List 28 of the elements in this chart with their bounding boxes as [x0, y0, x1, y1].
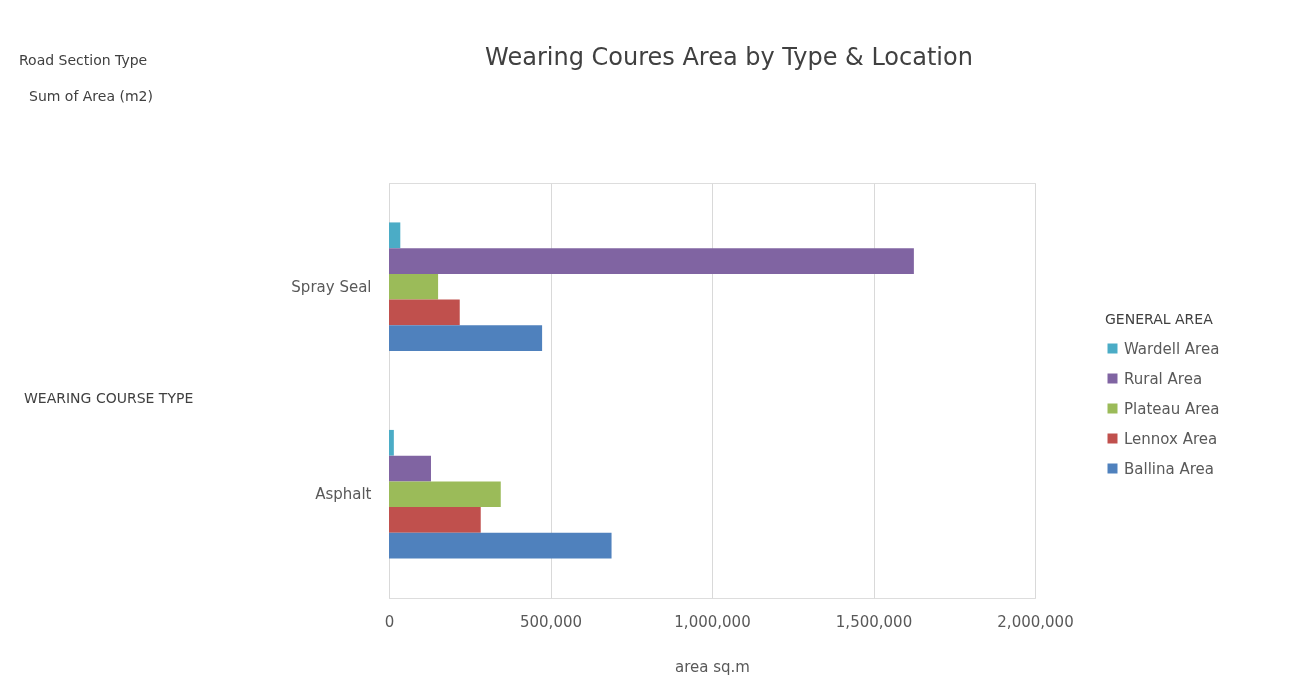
legend-label: Plateau Area [1124, 399, 1220, 418]
bar [389, 532, 612, 559]
x-tick-label: 500,000 [519, 612, 583, 631]
x-tick-label: 2,000,000 [997, 612, 1074, 631]
x-tick-label: 1,500,000 [835, 612, 913, 631]
bar [389, 222, 401, 249]
y-tick-label: Spray Seal [291, 277, 372, 296]
legend-label: Wardell Area [1124, 339, 1220, 358]
bar [389, 299, 460, 326]
text: WEARING COURSE TYPE [24, 390, 194, 406]
legend-title: GENERAL AREA [1105, 311, 1214, 327]
y-tick-label: Asphalt [315, 485, 372, 504]
legend-label: Lennox Area [1124, 429, 1218, 448]
legend-label: Rural Area [1124, 369, 1203, 388]
x-axis-title: area sq.m [675, 657, 750, 676]
x-tick-label: 1,000,000 [674, 612, 751, 631]
bar [389, 273, 439, 300]
chart-title: Wearing Coures Area by Type & Location [485, 43, 973, 71]
bar [389, 481, 501, 508]
bar [389, 325, 543, 352]
bar [389, 429, 394, 456]
bar [389, 455, 431, 482]
legend-label: Ballina Area [1124, 459, 1214, 478]
bar [389, 507, 481, 533]
text: Road Section Type [19, 52, 148, 68]
text: Sum of Area (m2) [29, 88, 153, 104]
bar [389, 248, 914, 274]
x-tick-label: 0 [384, 612, 395, 631]
